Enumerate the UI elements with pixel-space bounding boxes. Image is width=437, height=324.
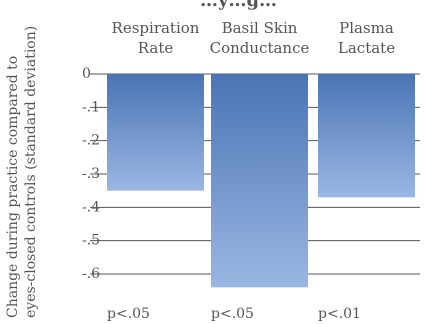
y-tick-label: -.3 bbox=[82, 166, 100, 182]
significance-label: p<.05 bbox=[211, 306, 254, 322]
y-tick-label: -.6 bbox=[82, 266, 100, 282]
y-tick-label: -.1 bbox=[82, 99, 100, 115]
significance-labels: p<.05 p<.05 p<.01 bbox=[107, 306, 361, 322]
y-tick-label: -.2 bbox=[82, 133, 100, 149]
y-axis-title-line-2: eyes-closed controls (standard deviation… bbox=[23, 26, 39, 318]
chart-title-fragment: …y…g… bbox=[200, 0, 277, 11]
category-label: Plasma bbox=[339, 19, 394, 37]
category-label: Rate bbox=[138, 39, 174, 57]
y-tick-labels: 0 -.1 -.2 -.3 -.4 -.5 -.6 bbox=[82, 66, 100, 282]
category-label: Lactate bbox=[338, 39, 395, 57]
y-tick-label: -.4 bbox=[82, 199, 100, 215]
category-labels: Respiration Rate Basil Skin Conductance Plas… bbox=[112, 19, 396, 57]
y-axis-title-line-1: Change during practice compared to bbox=[5, 56, 21, 318]
bar-1 bbox=[211, 74, 308, 288]
bars bbox=[107, 74, 415, 288]
category-label: Respiration bbox=[112, 19, 200, 37]
category-label: Conductance bbox=[210, 39, 310, 57]
category-label: Basil Skin bbox=[222, 19, 298, 37]
bar-2 bbox=[318, 74, 415, 198]
y-tick-label: -.5 bbox=[82, 233, 100, 249]
significance-label: p<.05 bbox=[107, 306, 150, 322]
significance-label: p<.01 bbox=[318, 306, 361, 322]
y-tick-label: 0 bbox=[82, 66, 91, 82]
bar-0 bbox=[107, 74, 204, 191]
y-axis-title: Change during practice compared to eyes-… bbox=[5, 26, 39, 318]
